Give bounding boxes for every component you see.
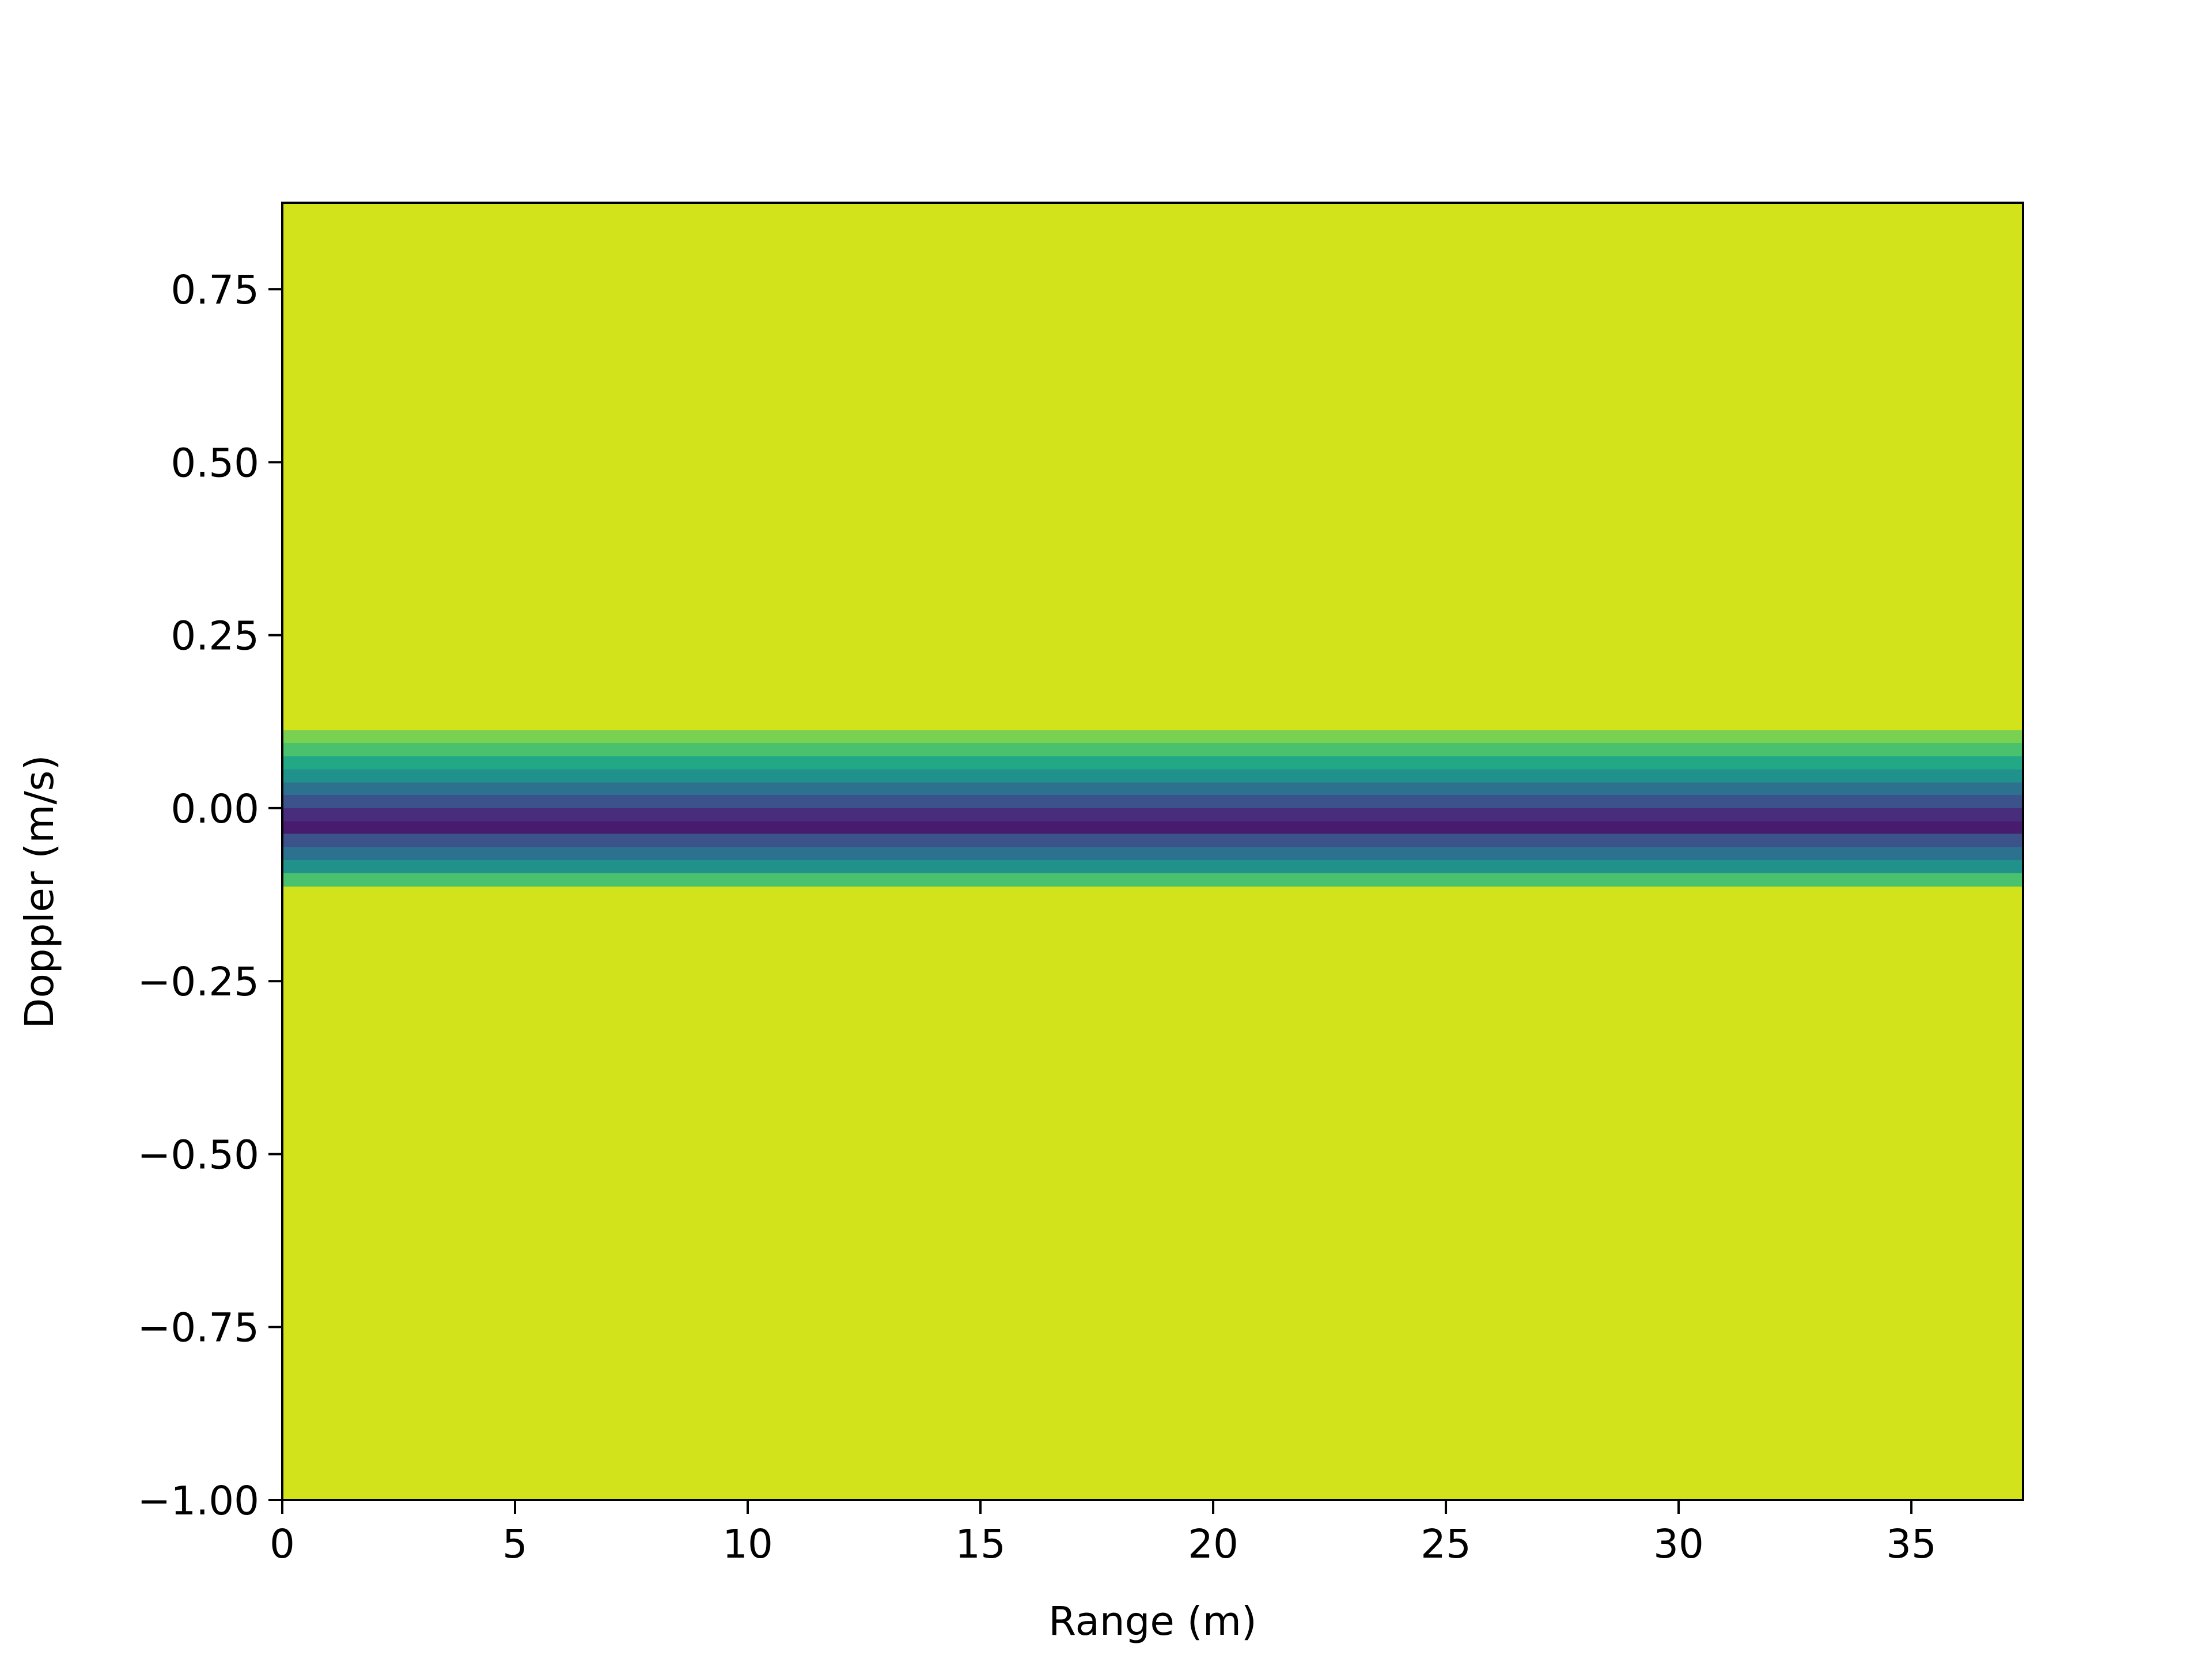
y-tick-label: 0.00 (171, 786, 259, 832)
heatmap-band (282, 847, 2023, 861)
y-tick-label: 0.75 (171, 267, 259, 313)
x-tick-label: 10 (722, 1521, 773, 1567)
plot-area (282, 203, 2023, 1500)
heatmap-band (282, 808, 2023, 822)
heatmap-band (282, 743, 2023, 757)
x-tick-label: 25 (1421, 1521, 1471, 1567)
y-tick-label: −0.50 (138, 1132, 259, 1178)
axes-frame (281, 202, 2024, 1501)
y-tick-label: 0.50 (171, 440, 259, 486)
y-tick-label: 0.25 (171, 613, 259, 660)
heatmap-band (282, 730, 2023, 744)
x-tick-label: 20 (1188, 1521, 1238, 1567)
y-axis-label: Doppler (m/s) (17, 755, 63, 1028)
heatmap-band (282, 782, 2023, 796)
heatmap-band (282, 795, 2023, 809)
heatmap-band (282, 834, 2023, 847)
heatmap-band (282, 756, 2023, 770)
x-tick-label: 30 (1653, 1521, 1704, 1567)
y-tick-label: −0.75 (138, 1305, 259, 1351)
y-tick-label: −0.25 (138, 959, 259, 1005)
heatmap-band (282, 873, 2023, 887)
y-tick-label: −1.00 (138, 1478, 259, 1524)
x-tick-label: 0 (270, 1521, 295, 1567)
x-tick-label: 5 (502, 1521, 528, 1567)
x-axis-label: Range (m) (1048, 1599, 1257, 1645)
x-tick-label: 35 (1886, 1521, 1937, 1567)
x-axis: 0 5 10 15 20 25 30 35 (270, 1500, 1937, 1567)
heatmap-band (282, 821, 2023, 834)
y-axis: −1.00 −0.75 −0.50 −0.25 0.00 0.25 0.50 0.75 (138, 267, 282, 1524)
heatmap-band (282, 860, 2023, 874)
x-tick-label: 15 (955, 1521, 1006, 1567)
heatmap-band (282, 769, 2023, 783)
